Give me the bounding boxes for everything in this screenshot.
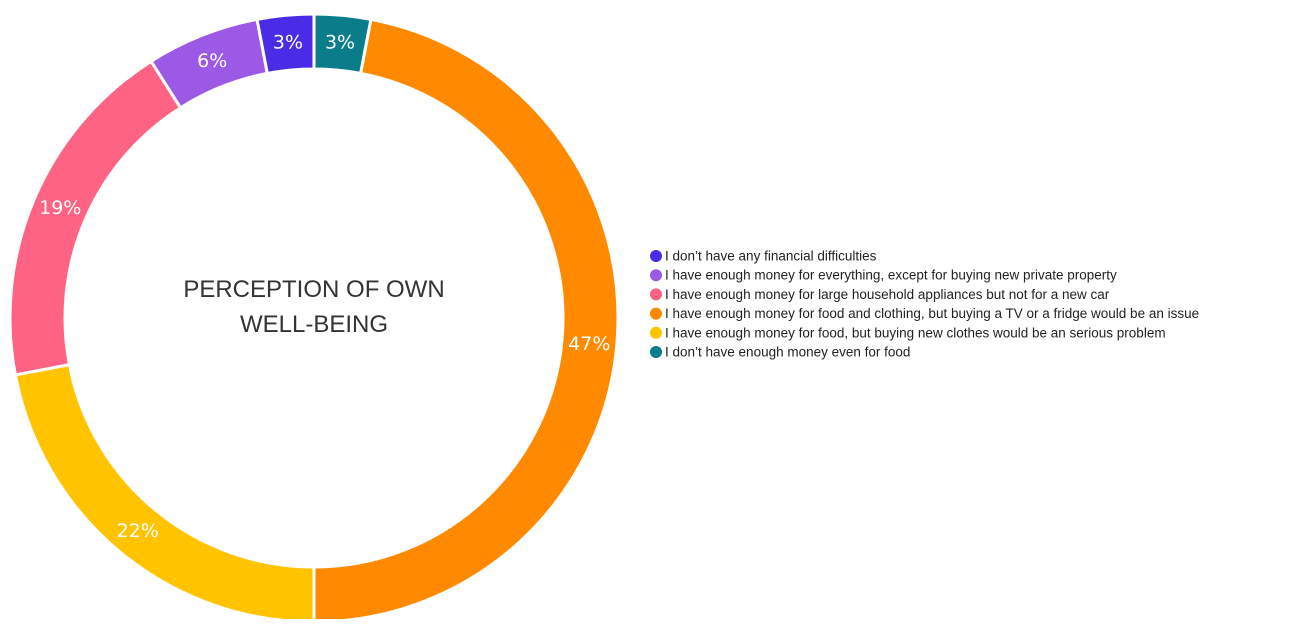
donut-slices	[8, 12, 620, 624]
legend-swatch-5	[650, 326, 662, 339]
legend-swatch-1	[650, 250, 662, 262]
donut-center: PERCEPTION OF OWN WELL-BEING	[183, 276, 444, 338]
legend-label-1: I don’t have any financial difficulties	[665, 249, 877, 264]
legend-label-4: I have enough money for food and clothin…	[665, 306, 1199, 321]
legend-label-6: I don’t have enough money even for food	[665, 345, 910, 360]
donut-slice-labels: 3% 47% 22% 19% 6% 3%	[39, 32, 610, 542]
legend-item-4[interactable]: I have enough money for food and clothin…	[650, 306, 1199, 321]
center-title-line-2: WELL-BEING	[240, 311, 388, 338]
slice-label-5: 6%	[197, 50, 227, 72]
slice-label-4: 19%	[39, 197, 81, 219]
center-title-line-1: PERCEPTION OF OWN	[183, 276, 444, 303]
legend: I don’t have any financial difficulties I…	[650, 249, 1199, 360]
slice-label-3: 22%	[117, 520, 159, 542]
legend-swatch-2	[650, 269, 662, 282]
slice-label-2: 47%	[568, 333, 610, 355]
legend-label-3: I have enough money for large household …	[665, 287, 1110, 302]
legend-item-6[interactable]: I don’t have enough money even for food	[650, 345, 910, 360]
legend-item-1[interactable]: I don’t have any financial difficulties	[650, 249, 877, 264]
slice-4[interactable]	[8, 59, 183, 377]
legend-item-2[interactable]: I have enough money for everything, exce…	[650, 268, 1117, 283]
legend-swatch-6	[650, 346, 662, 358]
legend-item-3[interactable]: I have enough money for large household …	[650, 287, 1110, 302]
slice-3[interactable]	[13, 363, 316, 624]
legend-swatch-3	[650, 288, 662, 301]
slice-label-1: 3%	[325, 32, 355, 54]
slice-label-6: 3%	[273, 32, 303, 54]
legend-item-5[interactable]: I have enough money for food, but buying…	[650, 325, 1166, 340]
legend-label-5: I have enough money for food, but buying…	[665, 325, 1166, 340]
legend-label-2: I have enough money for everything, exce…	[665, 268, 1117, 283]
slice-6[interactable]	[255, 12, 316, 75]
legend-swatch-4	[650, 307, 662, 320]
